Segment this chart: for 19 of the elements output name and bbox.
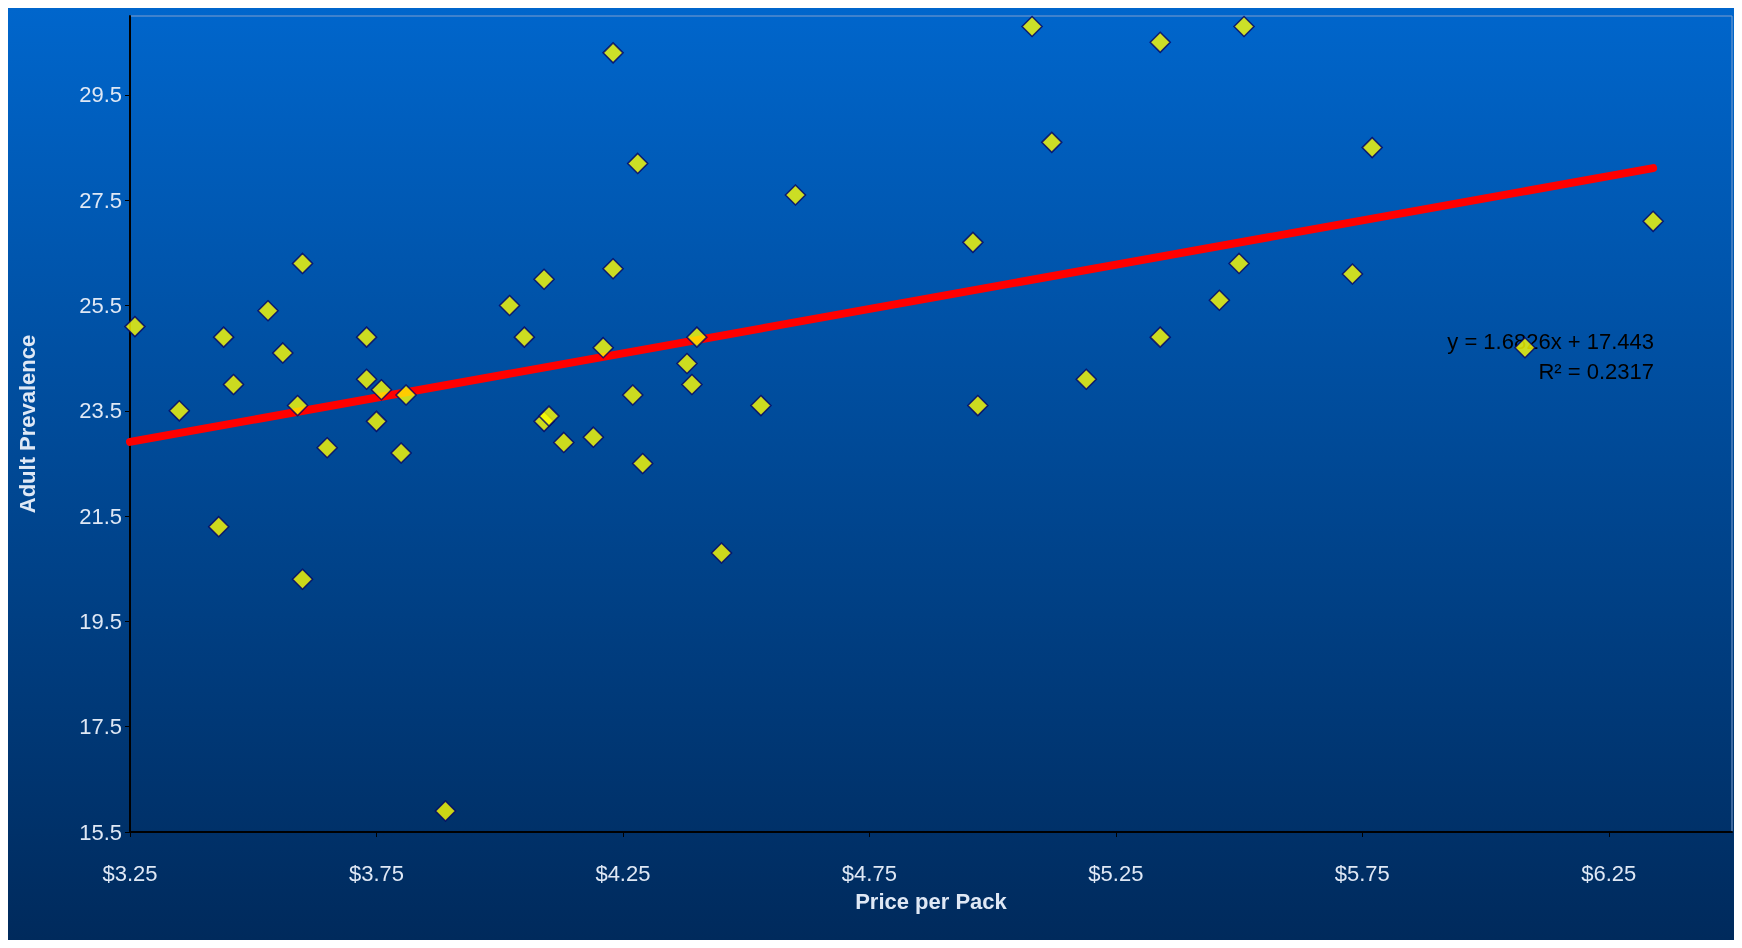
- x-tick-label: $6.25: [1581, 860, 1637, 886]
- y-tick-label: 19.5: [79, 608, 122, 634]
- y-tick-label: 29.5: [79, 82, 122, 108]
- x-tick-label: $4.75: [841, 860, 897, 886]
- x-tick-label: $3.25: [102, 860, 158, 886]
- y-tick-label: 17.5: [79, 714, 122, 740]
- x-axis-title: Price per Pack: [855, 888, 1008, 914]
- y-tick-label: 27.5: [79, 187, 122, 213]
- y-tick-label: 23.5: [79, 398, 122, 424]
- y-tick-label: 25.5: [79, 293, 122, 319]
- x-tick-label: $5.25: [1088, 860, 1144, 886]
- x-tick-label: $5.75: [1334, 860, 1390, 886]
- y-tick-label: 15.5: [79, 819, 122, 845]
- annotation: R² = 0.2317: [1538, 358, 1654, 384]
- annotation: y = 1.6826x + 17.443: [1447, 328, 1655, 354]
- y-axis-title: Adult Prevalence: [14, 334, 40, 514]
- x-tick-label: $4.25: [595, 860, 651, 886]
- x-tick-label: $3.75: [348, 860, 404, 886]
- y-tick-label: 21.5: [79, 503, 122, 529]
